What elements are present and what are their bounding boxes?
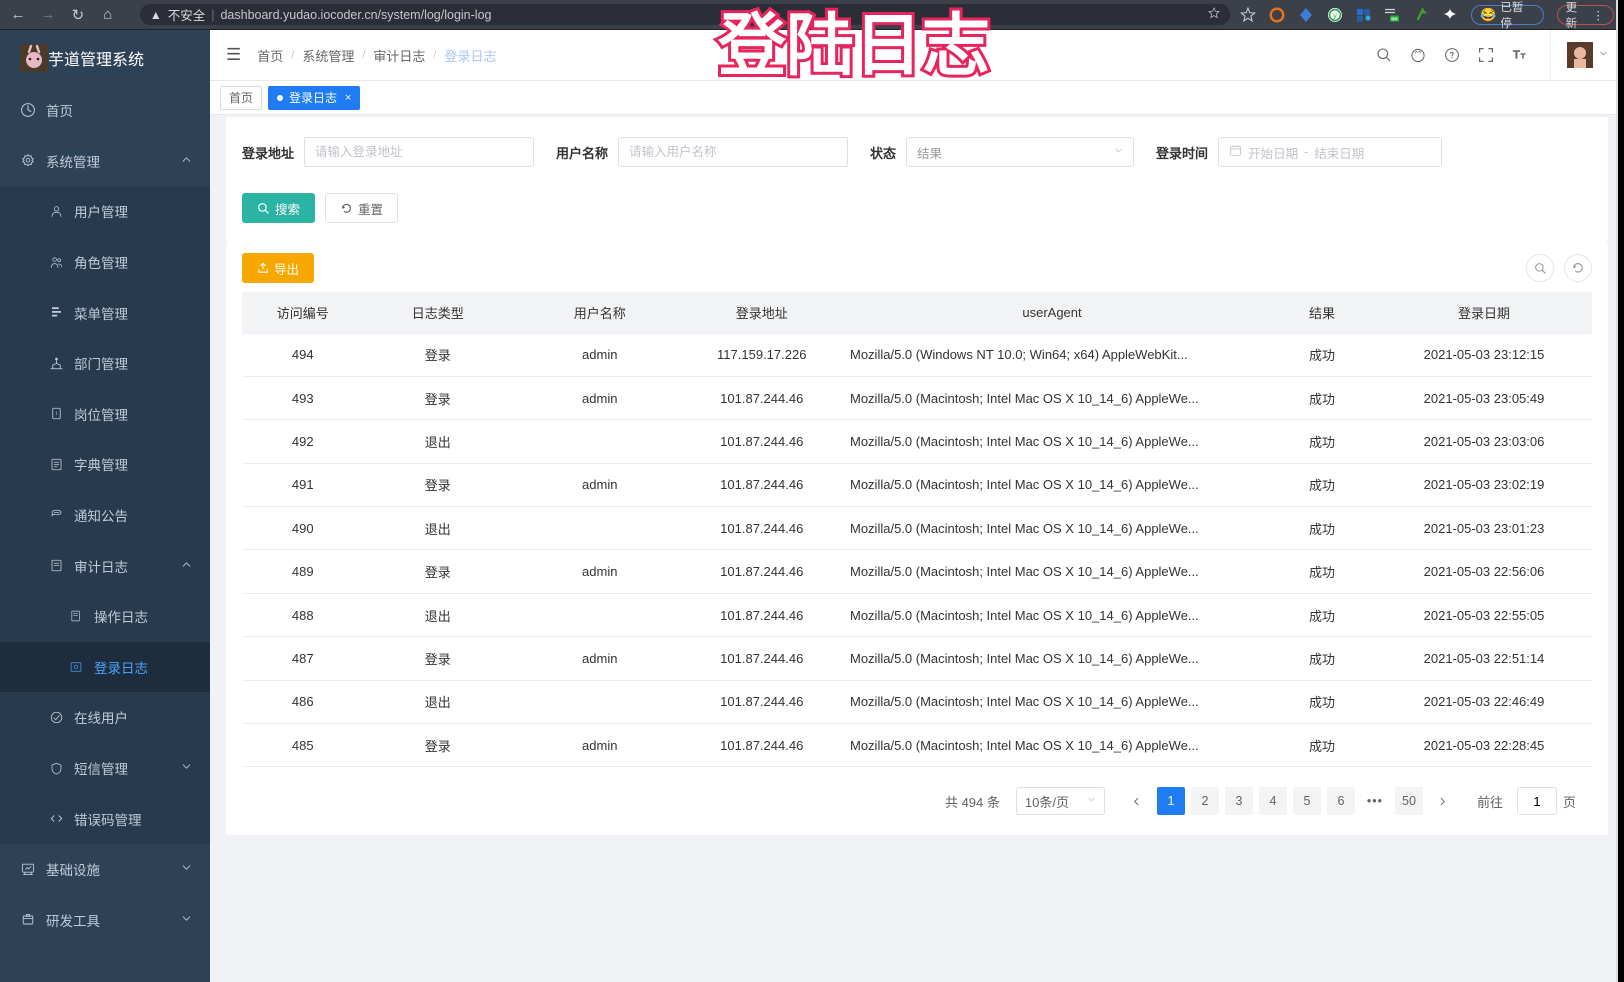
svg-text:y: y bbox=[1333, 12, 1337, 19]
svg-text:on: on bbox=[1392, 16, 1398, 22]
svg-text:i: i bbox=[55, 411, 56, 417]
